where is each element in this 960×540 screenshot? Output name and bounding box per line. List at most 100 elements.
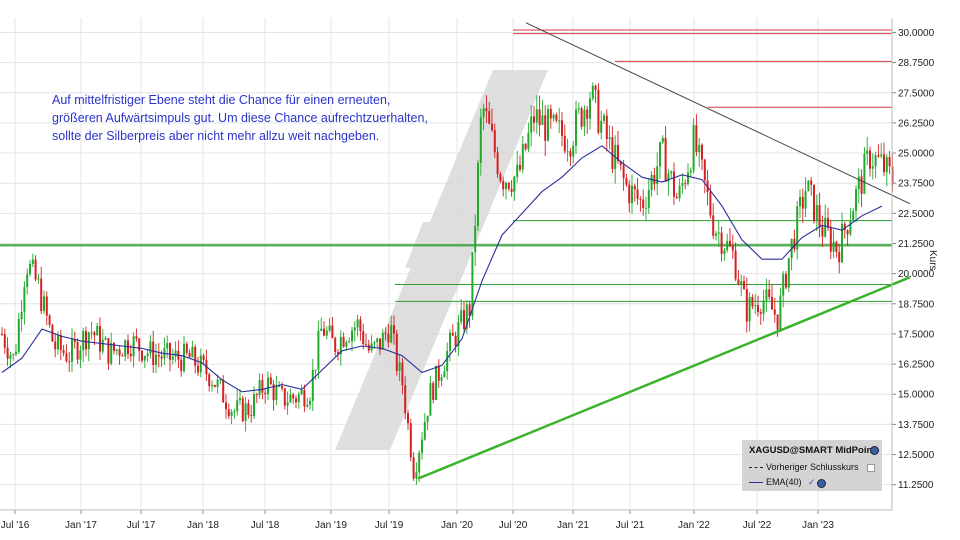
legend-item-previous-close[interactable]: Vorheriger Schlusskurs <box>749 462 859 472</box>
candle <box>435 365 437 401</box>
candle-body <box>583 109 586 127</box>
candle <box>874 151 877 179</box>
candle <box>541 99 544 126</box>
y-tick-label: 27.5000 <box>898 88 935 99</box>
candle-body <box>846 230 849 235</box>
candle-body <box>121 355 124 357</box>
candle-body <box>731 245 734 251</box>
candle-body <box>838 251 841 263</box>
legend-item-label: EMA(40) <box>766 477 802 487</box>
candle <box>295 395 297 409</box>
candle-body <box>404 385 407 414</box>
candle <box>807 180 810 192</box>
candle-body <box>787 258 790 288</box>
candle <box>790 238 793 271</box>
candle <box>533 106 535 132</box>
candle-body <box>314 369 317 371</box>
candle <box>359 316 362 341</box>
candle-body <box>258 380 261 396</box>
candle-body <box>230 411 233 417</box>
candle <box>843 221 846 239</box>
candle-body <box>776 314 779 330</box>
candle <box>829 219 832 260</box>
candle-body <box>34 259 37 280</box>
candle <box>866 136 869 166</box>
candle <box>617 131 619 164</box>
candle-body <box>524 143 527 150</box>
candle-body <box>384 332 387 334</box>
candle <box>785 271 787 290</box>
candle <box>306 397 309 408</box>
candle <box>513 175 516 201</box>
candle-body <box>328 325 331 331</box>
candle-body <box>701 144 703 160</box>
candle <box>292 392 295 404</box>
legend-item-ema[interactable]: EMA(40) <box>749 477 802 487</box>
y-tick-label: 22.5000 <box>898 209 935 220</box>
candle-body <box>748 297 751 322</box>
candle-body <box>278 386 281 388</box>
candle-body <box>740 281 743 285</box>
candle-body <box>267 377 269 395</box>
candle-body <box>79 350 82 360</box>
candle-body <box>451 332 454 336</box>
trendline <box>417 276 911 480</box>
candle-body <box>303 390 306 407</box>
candle <box>29 260 31 277</box>
candle <box>208 372 211 392</box>
settings-icon[interactable] <box>870 446 879 455</box>
candle <box>479 108 482 176</box>
candle <box>381 328 384 350</box>
x-tick-label: Jan '23 <box>802 520 834 531</box>
candle-body <box>23 287 26 312</box>
candle <box>561 111 563 147</box>
candle-body <box>675 196 678 199</box>
candle-body <box>295 398 297 403</box>
candle-body <box>656 166 659 185</box>
candle-body <box>678 185 681 199</box>
candle <box>264 388 267 404</box>
settings-icon[interactable] <box>817 479 826 488</box>
candle <box>754 293 757 315</box>
candle <box>720 226 723 262</box>
candle <box>493 123 496 159</box>
candle-body <box>743 281 745 290</box>
candle <box>681 173 684 194</box>
candle-body <box>625 178 628 185</box>
candle <box>751 294 754 310</box>
trendline <box>525 22 911 205</box>
checkbox-icon[interactable] <box>867 464 875 472</box>
candle <box>432 380 435 404</box>
candle <box>563 124 566 154</box>
candle <box>499 171 502 183</box>
candle-body <box>468 304 471 316</box>
candle-body <box>832 241 835 252</box>
candle <box>544 105 547 157</box>
candle <box>387 323 390 348</box>
candle-body <box>883 154 885 173</box>
candle-body <box>286 402 289 406</box>
candle <box>73 331 76 349</box>
candle <box>787 257 790 293</box>
candle <box>653 167 656 191</box>
candle <box>437 359 440 388</box>
candle-body <box>485 108 488 112</box>
candle-body <box>107 338 110 364</box>
candle-body <box>292 394 295 399</box>
candle-body <box>43 296 45 311</box>
candle-body <box>45 296 48 316</box>
candle <box>183 336 185 373</box>
checkmark-icon[interactable]: ✓ <box>808 477 816 487</box>
candle-body <box>880 154 883 157</box>
candle-body <box>247 403 250 415</box>
candle <box>171 348 174 365</box>
candle <box>379 338 381 356</box>
candle-body <box>325 330 328 336</box>
candle <box>723 248 726 261</box>
candle-body <box>393 325 395 334</box>
candle-body <box>852 210 855 222</box>
candle-body <box>345 342 348 347</box>
candle <box>334 336 337 357</box>
candle <box>239 389 241 405</box>
